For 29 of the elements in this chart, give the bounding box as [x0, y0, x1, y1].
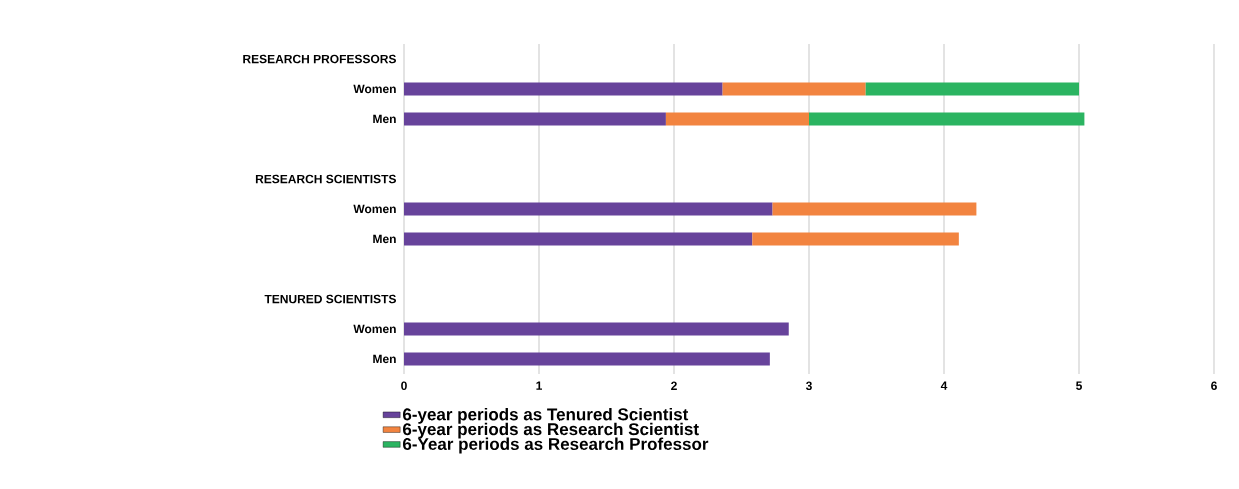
y-tick-label: TENURED SCIENTISTS [264, 294, 396, 304]
x-tick-label: 0 [401, 381, 407, 391]
y-tick-label: RESEARCH SCIENTISTS [255, 174, 396, 184]
bar [665, 112, 809, 126]
bar [404, 82, 723, 96]
x-tick-label: 4 [940, 381, 948, 390]
y-tick-label: Men [373, 114, 396, 124]
x-tick-label: 5 [1076, 381, 1082, 390]
bar [865, 82, 1079, 96]
y-tick-label: Women [353, 84, 396, 94]
bar [752, 232, 959, 246]
bar [404, 322, 789, 336]
bar [772, 202, 977, 216]
x-tick-label: 2 [671, 381, 677, 390]
x-tick-label: 1 [536, 381, 542, 390]
x-tick-label: 3 [805, 381, 812, 391]
y-tick-label: RESEARCH PROFESSORS [243, 54, 396, 64]
bar [722, 82, 866, 96]
bar [404, 112, 666, 126]
bar [404, 352, 770, 366]
bar [404, 202, 773, 216]
bar [809, 112, 1085, 126]
y-tick-label: Men [373, 234, 396, 244]
x-tick-label: 6 [1211, 381, 1217, 391]
legend-label: 6-Year periods as Research Professor [403, 437, 709, 454]
y-tick-label: Women [353, 204, 396, 214]
y-tick-label: Women [353, 324, 396, 334]
bar [404, 232, 753, 246]
y-tick-label: Men [373, 354, 396, 364]
